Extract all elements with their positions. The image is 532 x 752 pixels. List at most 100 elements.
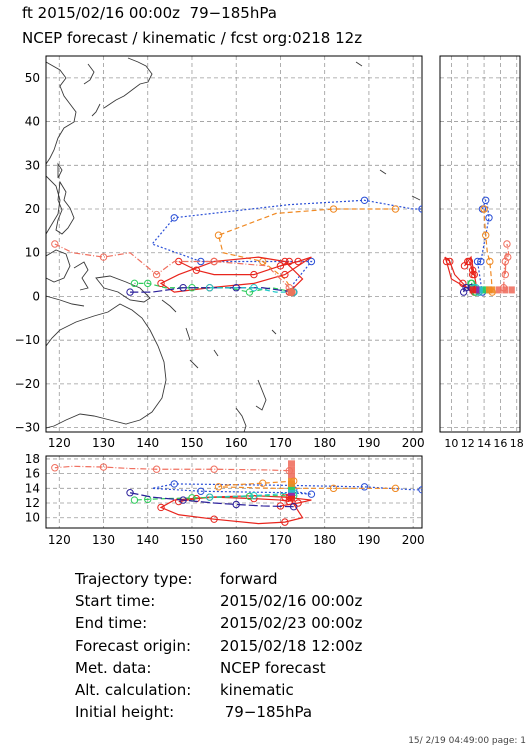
map-trajectory-marker [144, 279, 152, 288]
side-start-point [508, 286, 515, 294]
height-trajectory-line [134, 495, 294, 501]
map-trajectory-marker [329, 205, 338, 213]
height-trajectory-marker [126, 489, 134, 497]
height-trajectory-marker [360, 483, 369, 491]
trajectory-figure: 120 130 140 150 160 170 180 190 200 −30 −20 −10 0 10 2… [15, 55, 524, 547]
height-trajectory-marker [259, 479, 267, 487]
info-value: 79−185hPa [220, 703, 313, 722]
height-trajectory-line [218, 480, 396, 489]
map-xtick-label: 170 [269, 436, 292, 450]
side-start-point [469, 286, 476, 294]
side-trajectory-marker [501, 257, 510, 266]
map-xtick-label: 120 [48, 436, 71, 450]
side-trajectory-marker [473, 257, 482, 266]
map-xtick-label: 150 [181, 436, 204, 450]
map-grid [46, 56, 422, 432]
map-trajectory-marker [51, 240, 59, 248]
latitude-height-panel: 10 12 14 16 18 [439, 55, 524, 450]
info-row: Initial height: 79−185hPa [75, 701, 362, 723]
info-label: Met. data: [75, 658, 152, 677]
info-row: Trajectory type: forward [75, 568, 362, 590]
height-xtick-label: 140 [136, 533, 159, 547]
map-trajectory-marker [126, 288, 134, 296]
height-trajectory-marker [245, 492, 254, 501]
side-trajectory-marker [468, 266, 477, 274]
side-trajectory-marker [442, 257, 451, 266]
map-trajectory-marker [391, 205, 400, 213]
height-trajectory-marker [290, 502, 298, 511]
side-trajectory-line [476, 198, 490, 293]
map-trajectory-marker [99, 253, 108, 261]
height-trajectory-marker [281, 518, 289, 526]
side-trajectory-marker [477, 257, 485, 266]
map-xtick-label: 190 [357, 436, 380, 450]
side-trajectory-marker [485, 214, 493, 222]
info-label: Forecast origin: [75, 636, 192, 655]
height-trajectory-marker [130, 496, 139, 504]
side-xtick-label: 14 [477, 437, 491, 450]
height-xtick-label: 120 [48, 533, 71, 547]
height-ytick-label: 10 [25, 511, 40, 525]
height-xtick-label: 180 [313, 533, 336, 547]
height-trajectory-marker [205, 493, 214, 501]
side-start-point [472, 286, 479, 294]
height-trajectory-marker [51, 464, 59, 472]
info-value: 2015/02/16 00:00z [220, 592, 363, 611]
side-trajectory-marker [459, 288, 468, 296]
side-frame [439, 55, 521, 433]
height-xtick-label: 170 [269, 533, 292, 547]
map-trajectory-marker [157, 279, 165, 288]
height-trajectory-marker [210, 465, 218, 473]
height-ytick-label: 12 [25, 496, 40, 510]
map-ytick-label: 10 [25, 246, 40, 260]
height-trajectory-line [209, 492, 294, 498]
map-ytick-label: 30 [25, 158, 40, 172]
map-trajectory-marker [232, 284, 240, 292]
side-start-point [502, 286, 509, 294]
chart-subtitle: NCEP forecast / kinematic / fcst org:021… [22, 29, 363, 47]
map-trajectory-line [54, 243, 290, 289]
height-ytick-label: 14 [25, 481, 40, 495]
info-row: Alt. calculation: kinematic [75, 679, 362, 701]
height-trajectory-marker [197, 487, 205, 495]
height-trajectories [51, 460, 422, 526]
side-start-point [495, 286, 502, 294]
height-trajectory-marker [210, 515, 218, 523]
height-trajectory-marker [152, 465, 161, 473]
side-axis-ticks: 10 12 14 16 18 [444, 437, 523, 450]
height-trajectory-marker [179, 496, 187, 504]
info-value: 2015/02/23 00:00z [220, 614, 363, 633]
side-trajectory-marker [462, 284, 470, 292]
map-panel: 120 130 140 150 160 170 180 190 200 −30 −20 −10 0 10 2… [15, 55, 425, 450]
map-xtick-label: 160 [225, 436, 248, 450]
info-label: Start time: [75, 592, 156, 611]
height-trajectory-marker [294, 499, 302, 507]
map-start-point [287, 288, 296, 297]
map-trajectory-marker [294, 257, 302, 266]
height-trajectory-marker [391, 484, 400, 493]
info-value: 2015/02/18 12:00z [220, 636, 363, 655]
height-xtick-label: 200 [402, 533, 425, 547]
map-trajectory-marker [214, 231, 223, 239]
height-start-point [288, 466, 296, 473]
map-trajectory-marker [192, 266, 201, 274]
map-frame [45, 55, 423, 433]
height-xtick-label: 160 [225, 533, 248, 547]
height-trajectory-line [129, 492, 294, 508]
map-xtick-label: 200 [402, 436, 425, 450]
info-value: kinematic [220, 680, 294, 699]
info-label: Initial height: [75, 703, 175, 722]
map-xtick-label: 130 [92, 436, 115, 450]
side-start-point [476, 286, 483, 294]
map-trajectory-marker [205, 284, 214, 292]
height-start-point [288, 460, 296, 467]
map-xtick-label: 140 [136, 436, 159, 450]
map-trajectory-marker [130, 279, 139, 288]
map-trajectory-marker [360, 196, 369, 204]
chart-title: ft 2015/02/16 00:00z 79−185hPa [22, 4, 277, 22]
side-start-point [485, 286, 492, 294]
side-start-point [479, 286, 486, 294]
info-row: End time: 2015/02/23 00:00z [75, 612, 362, 634]
